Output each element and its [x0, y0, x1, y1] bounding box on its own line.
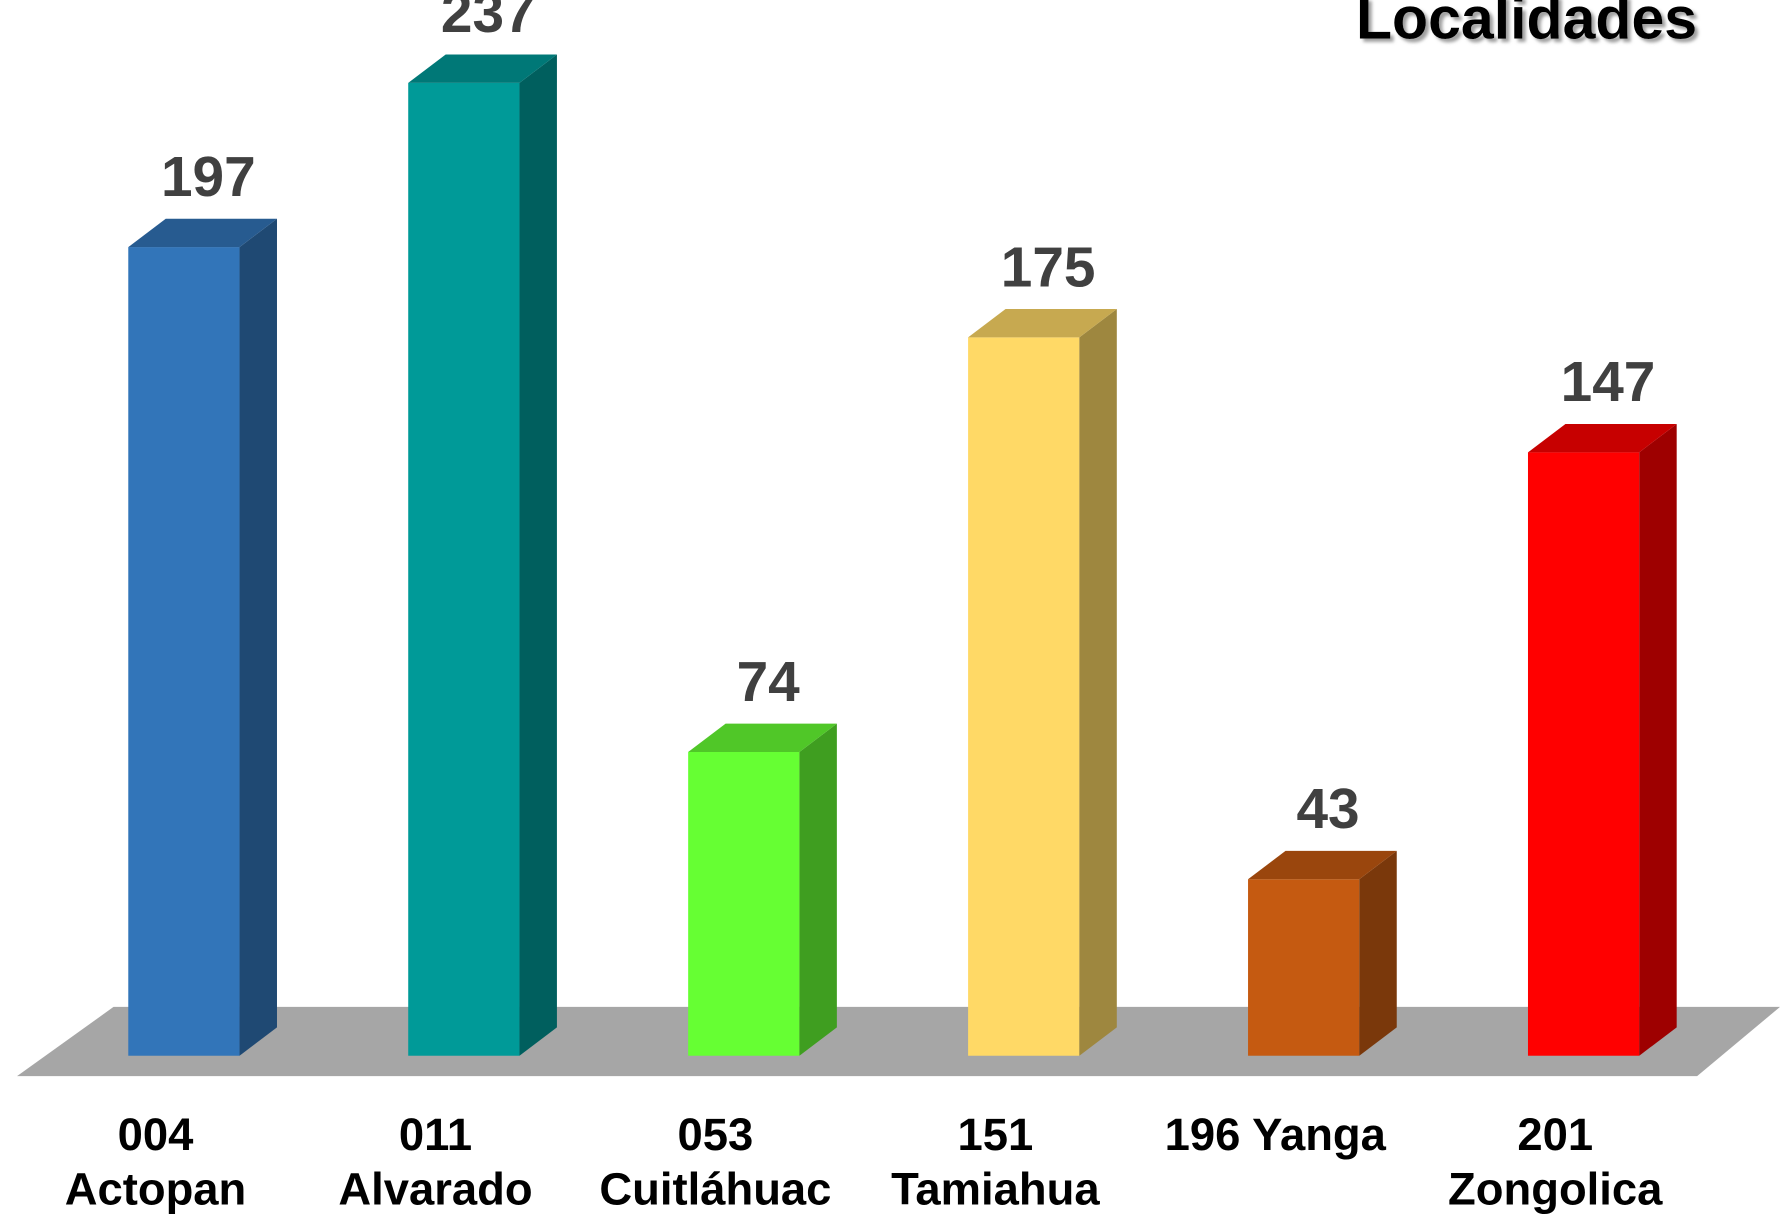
- bar: [1248, 879, 1360, 1056]
- bar-top: [128, 218, 277, 248]
- x-tick-label: 053 Cuitláhuac: [599, 1109, 831, 1214]
- value-label: 237: [441, 0, 536, 45]
- x-tick-label: 201 Zongolica: [1448, 1109, 1663, 1214]
- x-tick-label: 011 Alvarado: [338, 1109, 532, 1214]
- floor: [17, 1006, 1780, 1077]
- chart-title: Localidades: [1356, 0, 1697, 52]
- bar-top: [1248, 850, 1397, 880]
- plot: Localidades 197 004 Actopan 237 011 Alvarado 7…: [17, 0, 1780, 1214]
- bar-top: [408, 54, 557, 83]
- bar: [968, 337, 1080, 1056]
- x-tick-label: 004 Actopan: [65, 1109, 247, 1214]
- bar-side: [1359, 850, 1397, 1056]
- bar-top: [968, 309, 1117, 338]
- bar-side: [239, 218, 277, 1056]
- bar-side: [1639, 423, 1677, 1056]
- value-label: 147: [1561, 351, 1656, 414]
- bar: [408, 82, 520, 1056]
- value-label: 197: [161, 146, 256, 209]
- bar: [688, 751, 800, 1056]
- bar-side: [799, 723, 837, 1056]
- value-label: 175: [1001, 236, 1096, 299]
- x-tick-label: 151 Tamiahua: [891, 1109, 1100, 1214]
- value-label: 74: [737, 651, 801, 714]
- x-tick-label: 196 Yanga: [1165, 1109, 1387, 1160]
- bar-top: [688, 723, 837, 752]
- bar-top: [1527, 423, 1677, 453]
- value-label: 43: [1297, 778, 1360, 841]
- bar: [128, 247, 240, 1056]
- bar: [1527, 452, 1640, 1056]
- bar-side: [1079, 309, 1117, 1056]
- bar-side: [519, 54, 557, 1056]
